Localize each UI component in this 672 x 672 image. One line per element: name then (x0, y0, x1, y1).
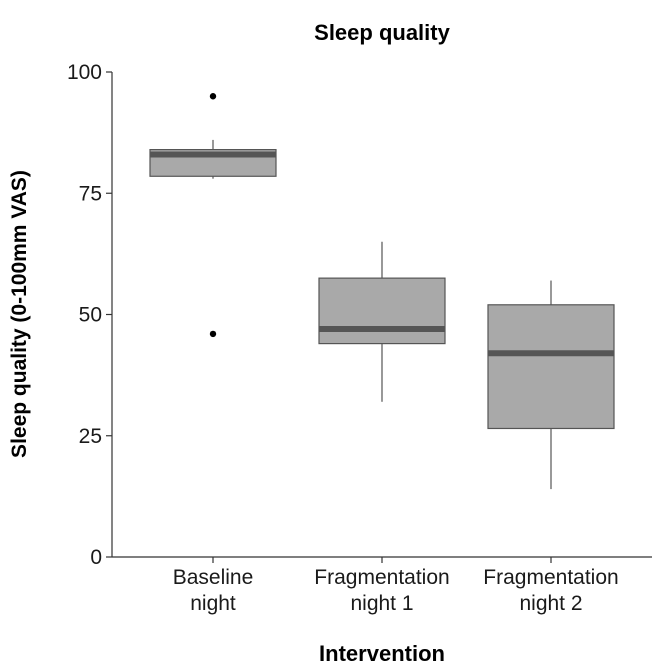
y-tick-label: 75 (79, 182, 102, 205)
y-tick-label: 100 (67, 61, 102, 84)
outlier-point (209, 330, 217, 338)
y-tick-label: 25 (79, 425, 102, 448)
x-tick-label: night (190, 592, 236, 615)
box-iqr (487, 304, 615, 430)
x-tick-label: Fragmentation (314, 566, 449, 589)
y-tick-label: 0 (90, 546, 102, 569)
outlier-point (209, 93, 217, 100)
y-tick-label: 50 (79, 304, 102, 327)
x-axis-label: Intervention (319, 641, 445, 666)
box-iqr (318, 277, 446, 345)
x-tick-label: night 2 (519, 592, 582, 615)
x-tick-label: Baseline (173, 566, 254, 589)
x-tick-label: Fragmentation (483, 566, 618, 589)
x-tick-label: night 1 (350, 592, 413, 615)
chart-title: Sleep quality (314, 20, 450, 45)
